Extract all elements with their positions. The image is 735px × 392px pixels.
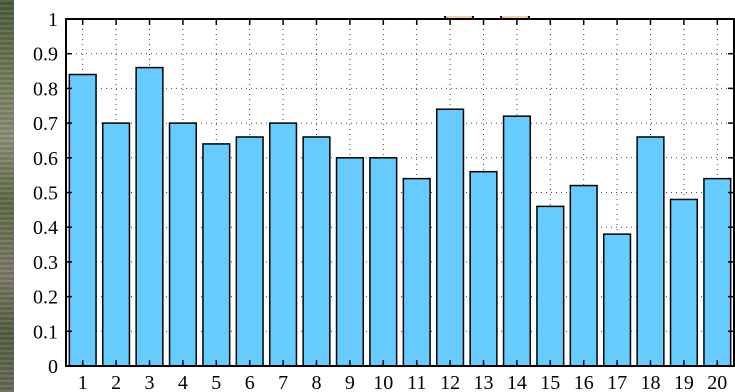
x-tick-label: 6 <box>245 372 255 392</box>
y-tick-label: 0.8 <box>33 78 58 100</box>
y-tick-label: 0.6 <box>33 148 58 170</box>
x-tick-label: 20 <box>707 372 727 392</box>
x-tick-label: 1 <box>78 372 88 392</box>
bar-7 <box>268 122 298 367</box>
y-tick-label: 0 <box>48 356 58 378</box>
bar-13 <box>469 170 498 367</box>
x-tick-label: 5 <box>211 372 221 392</box>
x-tick-label: 19 <box>674 372 694 392</box>
x-tick-label: 10 <box>373 372 393 392</box>
x-tick-label: 9 <box>345 372 355 392</box>
bar-1 <box>68 73 97 367</box>
bar-14 <box>502 115 532 367</box>
y-tick-label: 0.2 <box>33 287 58 309</box>
bar-10 <box>369 157 398 367</box>
x-tick-label: 4 <box>178 372 188 392</box>
bar-17 <box>602 233 632 367</box>
y-tick-label: 1 <box>48 9 58 31</box>
bar-15 <box>536 205 565 367</box>
x-tick-label: 14 <box>507 372 527 392</box>
bar-6 <box>235 136 264 367</box>
x-tick-label: 12 <box>440 372 460 392</box>
y-tick-label: 0.1 <box>33 321 58 343</box>
bar-4 <box>168 122 198 367</box>
x-tick-label: 18 <box>641 372 661 392</box>
bar-11 <box>402 177 431 367</box>
x-tick-label: 16 <box>574 372 594 392</box>
bar-5 <box>202 143 231 367</box>
y-tick-label: 0.3 <box>33 252 58 274</box>
bar-20 <box>703 177 732 367</box>
y-tick-label: 0.4 <box>33 217 58 239</box>
x-tick-label: 8 <box>312 372 322 392</box>
bar-8 <box>302 136 331 367</box>
x-tick-label: 3 <box>145 372 155 392</box>
x-tick-label: 15 <box>540 372 560 392</box>
bar-12 <box>435 108 465 367</box>
bar-3 <box>135 66 164 367</box>
background-photo-strip <box>0 0 14 392</box>
bar-18 <box>636 136 665 367</box>
bar-2 <box>101 122 131 367</box>
x-tick-label: 7 <box>278 372 288 392</box>
y-tick-label: 0.5 <box>33 183 58 205</box>
x-tick-label: 2 <box>111 372 121 392</box>
bar-9 <box>335 157 365 367</box>
bar-16 <box>569 184 598 367</box>
y-tick-label: 0.9 <box>33 44 58 66</box>
x-tick-label: 11 <box>407 372 426 392</box>
x-tick-label: 17 <box>607 372 627 392</box>
bar-19 <box>669 198 699 367</box>
y-tick-label: 0.7 <box>33 113 58 135</box>
x-tick-label: 13 <box>474 372 494 392</box>
